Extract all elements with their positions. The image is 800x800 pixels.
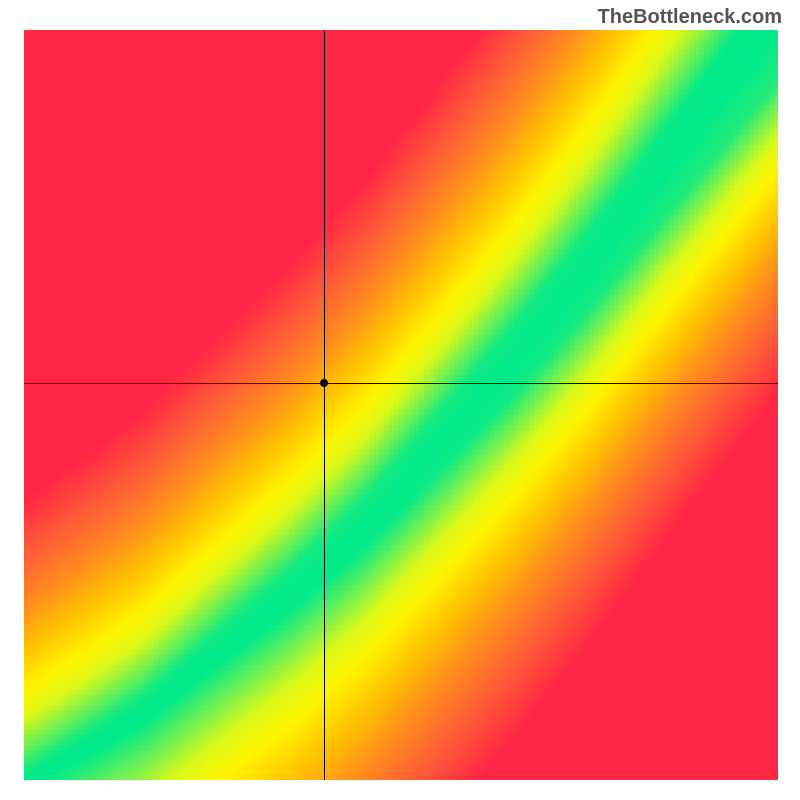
crosshair-point [320, 379, 328, 387]
chart-area [24, 30, 778, 780]
heatmap-canvas [24, 30, 778, 780]
crosshair-horizontal [24, 383, 778, 384]
crosshair-vertical [324, 30, 325, 780]
watermark-text: TheBottleneck.com [598, 6, 782, 29]
chart-container: TheBottleneck.com [0, 0, 800, 800]
